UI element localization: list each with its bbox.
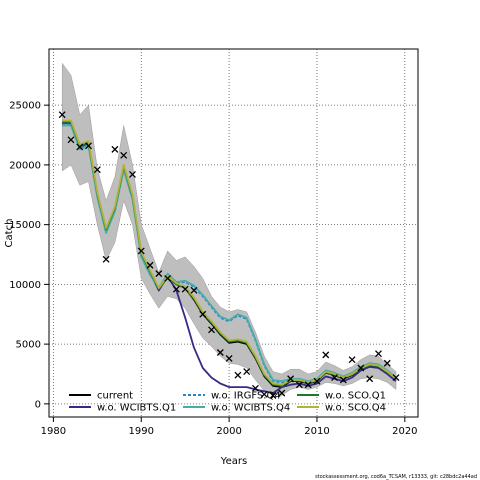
confidence-band <box>61 62 397 396</box>
legend-label-4: w.o. SCO.Q1 <box>325 391 386 402</box>
observed-point-1985 <box>93 166 101 174</box>
observed-point-1994 <box>172 285 180 293</box>
y-tick-label-0: 0 <box>35 399 41 410</box>
x-tick-label-1990: 1990 <box>129 426 154 437</box>
observed-point-1983 <box>76 143 84 151</box>
observed-point-2009 <box>304 381 312 389</box>
observed-point-1999 <box>216 349 224 356</box>
observed-point-1984 <box>85 142 92 150</box>
observed-point-1981 <box>58 111 66 119</box>
observed-point-1990 <box>137 247 145 255</box>
legend-label-2: w.o. IRGFS.Q4 <box>211 391 281 402</box>
observed-point-2004 <box>260 390 268 398</box>
observed-point-2012 <box>331 374 338 382</box>
y-axis-title: Catch <box>4 219 15 248</box>
observed-point-1992 <box>155 270 163 278</box>
observed-point-2017 <box>375 350 382 358</box>
observed-point-1982 <box>67 136 75 144</box>
confidence-band-layer <box>61 62 397 396</box>
legend-label-3: w.o. WCIBTS.Q4 <box>211 403 290 414</box>
observed-point-1998 <box>208 326 215 334</box>
y-tick-label-10000: 10000 <box>9 280 41 291</box>
observed-point-2006 <box>278 389 286 397</box>
observed-point-2011 <box>322 351 330 359</box>
observed-point-2015 <box>357 364 365 372</box>
y-tick-label-15000: 15000 <box>9 220 41 231</box>
observed-point-2013 <box>339 376 347 384</box>
x-tick-label-2020: 2020 <box>392 426 417 437</box>
observed-point-2002 <box>243 368 251 376</box>
observed-catch-markers <box>58 111 400 399</box>
observed-point-1987 <box>111 145 119 153</box>
observed-point-2019 <box>392 374 400 382</box>
observed-point-2014 <box>348 356 356 364</box>
x-tick-label-2000: 2000 <box>216 426 241 437</box>
observed-point-2008 <box>295 381 303 389</box>
footer-credit: stockassessment.org, cod6a_TCSAM, r13333… <box>315 474 477 480</box>
observed-point-1996 <box>190 286 198 294</box>
legend-label-0: current <box>97 391 133 402</box>
observed-point-1991 <box>146 261 154 269</box>
observed-point-2005 <box>269 392 277 399</box>
observed-point-1997 <box>199 310 207 318</box>
x-axis-ticks: 1980 1990 2000 2010 2020 <box>41 417 418 437</box>
observed-point-1989 <box>129 170 136 178</box>
observed-point-1986 <box>102 255 110 263</box>
plot-frame <box>48 48 419 418</box>
series-line-w-o-sco-q4 <box>62 119 397 386</box>
x-tick-label-2010: 2010 <box>304 426 329 437</box>
legend-label-1: w.o. WCIBTS.Q1 <box>97 403 176 414</box>
observed-point-2018 <box>383 359 391 367</box>
x-tick-label-1980: 1980 <box>41 426 66 437</box>
x-axis-title: Years <box>220 456 247 467</box>
observed-point-2010 <box>313 377 321 385</box>
legend-label-5: w.o. SCO.Q4 <box>325 403 386 414</box>
observed-point-1988 <box>120 151 128 159</box>
observed-point-1993 <box>164 274 172 282</box>
observed-point-1995 <box>181 285 189 293</box>
y-tick-label-5000: 5000 <box>16 340 41 351</box>
y-axis-ticks: 0 5000 10000 15000 20000 25000 <box>9 101 49 410</box>
observed-point-2003 <box>252 384 259 392</box>
observed-point-2000 <box>225 354 233 362</box>
observed-point-2016 <box>366 375 374 383</box>
observed-point-2001 <box>234 371 242 379</box>
y-tick-label-25000: 25000 <box>9 101 41 112</box>
y-tick-label-20000: 20000 <box>9 160 41 171</box>
observed-point-2007 <box>287 375 295 383</box>
series-lines-layer <box>62 119 397 395</box>
